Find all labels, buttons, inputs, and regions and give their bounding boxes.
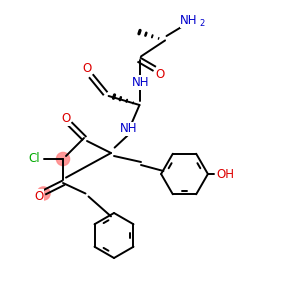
Text: O: O (34, 190, 43, 203)
Text: 2: 2 (200, 20, 205, 28)
Text: Cl: Cl (29, 152, 40, 166)
Circle shape (56, 152, 70, 166)
Text: O: O (156, 68, 165, 82)
Circle shape (37, 187, 50, 200)
Text: NH: NH (180, 14, 198, 28)
Text: O: O (61, 112, 70, 125)
Text: OH: OH (216, 167, 234, 181)
Text: O: O (82, 62, 91, 76)
Text: NH: NH (132, 76, 150, 89)
Text: NH: NH (120, 122, 138, 136)
